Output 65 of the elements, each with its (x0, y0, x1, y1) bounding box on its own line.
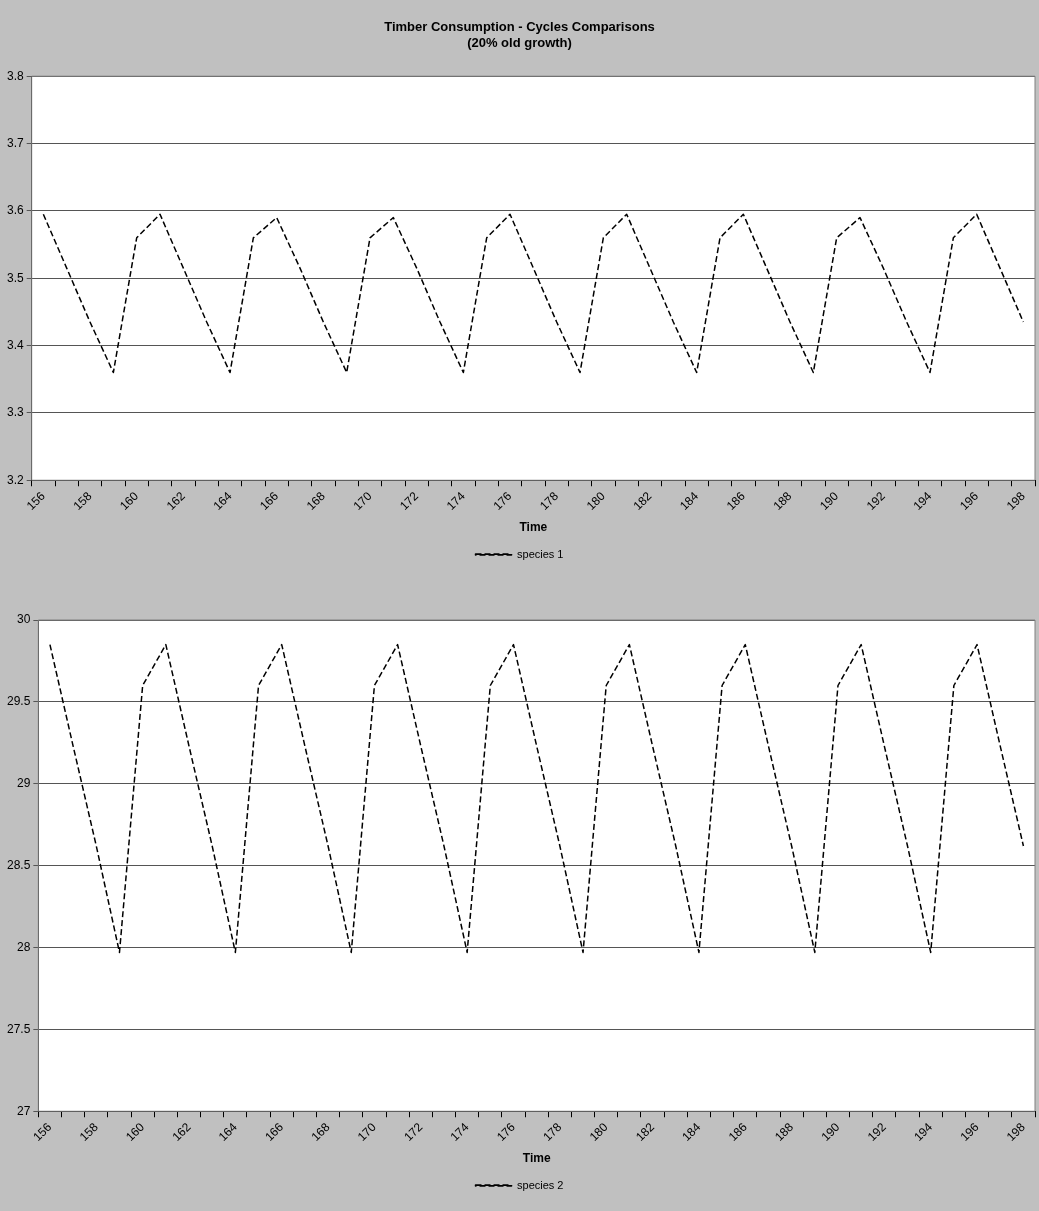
y-tick-label: 3.4 (6, 337, 24, 352)
x-tick-label: 180 (586, 1119, 611, 1144)
y-tick-label: 3.5 (6, 270, 24, 285)
x-tick-label: 156 (30, 1119, 55, 1144)
y-tick-label: 28 (17, 939, 31, 954)
x-tick-label: 174 (443, 488, 469, 513)
x-tick-label: 190 (818, 1119, 843, 1144)
x-tick-label: 186 (725, 1119, 750, 1144)
x-tick-label: 172 (401, 1119, 426, 1144)
x-tick-label: 190 (817, 488, 842, 513)
x-tick-label: 188 (770, 488, 795, 513)
x-tick-label: 166 (257, 488, 282, 513)
x-tick-label: 198 (1003, 488, 1029, 513)
x-tick-label: 184 (679, 1119, 704, 1144)
x-tick-label: 164 (215, 1119, 241, 1144)
x-tick-label: 172 (397, 488, 422, 513)
x-tick-label: 170 (350, 488, 375, 513)
y-tick-label: 27.5 (7, 1021, 31, 1036)
x-tick-label: 164 (210, 488, 235, 513)
y-tick-label: 28.5 (7, 857, 31, 872)
x-tick-label: 178 (537, 488, 562, 513)
x-axis-title: Time (519, 520, 548, 535)
x-tick-label: 168 (308, 1119, 333, 1144)
legend-label: species 1 (517, 547, 564, 560)
y-tick-label: 27 (17, 1103, 31, 1118)
x-axis-title: Time (522, 1151, 551, 1166)
y-tick-label: 3.3 (6, 405, 24, 420)
x-tick-label: 194 (910, 488, 935, 513)
x-tick-label: 194 (911, 1119, 936, 1144)
x-tick-label: 162 (163, 488, 189, 513)
x-tick-label: 186 (723, 488, 749, 513)
x-tick-label: 198 (1003, 1119, 1029, 1144)
y-tick-label: 29 (17, 776, 31, 791)
x-tick-label: 180 (583, 488, 609, 513)
line-series (49, 643, 1025, 954)
x-tick-label: 158 (70, 488, 95, 513)
x-tick-label: 182 (630, 488, 655, 513)
x-tick-label: 176 (490, 488, 515, 513)
x-tick-label: 162 (169, 1119, 194, 1144)
x-tick-label: 160 (123, 1119, 148, 1144)
x-tick-label: 170 (354, 1119, 380, 1144)
y-tick-label: 3.2 (6, 472, 24, 487)
x-tick-label: 156 (23, 488, 49, 513)
x-tick-label: 166 (262, 1119, 287, 1144)
x-tick-label: 188 (772, 1119, 797, 1144)
y-tick-label: 3.7 (6, 135, 24, 150)
chart-title: Timber Consumption - Cycles Comparisons (20% old growth) (384, 19, 655, 50)
line-series (42, 213, 1025, 374)
x-tick-label: 182 (632, 1119, 658, 1144)
x-tick-label: 160 (117, 488, 142, 513)
x-tick-label: 176 (493, 1119, 519, 1144)
y-tick-label: 3.8 (6, 68, 24, 83)
y-tick-label: 30 (17, 612, 31, 627)
x-tick-label: 178 (540, 1119, 565, 1144)
y-tick-label: 3.6 (6, 203, 24, 218)
x-tick-label: 158 (76, 1119, 101, 1144)
x-tick-label: 196 (957, 488, 982, 513)
x-tick-label: 174 (447, 1119, 472, 1144)
x-tick-label: 168 (303, 488, 329, 513)
x-tick-label: 196 (957, 1119, 982, 1144)
x-tick-label: 192 (863, 488, 889, 513)
x-tick-label: 192 (864, 1119, 890, 1144)
x-tick-label: 184 (677, 488, 702, 513)
y-tick-label: 29.5 (7, 694, 31, 709)
legend-label: species 2 (517, 1178, 564, 1191)
